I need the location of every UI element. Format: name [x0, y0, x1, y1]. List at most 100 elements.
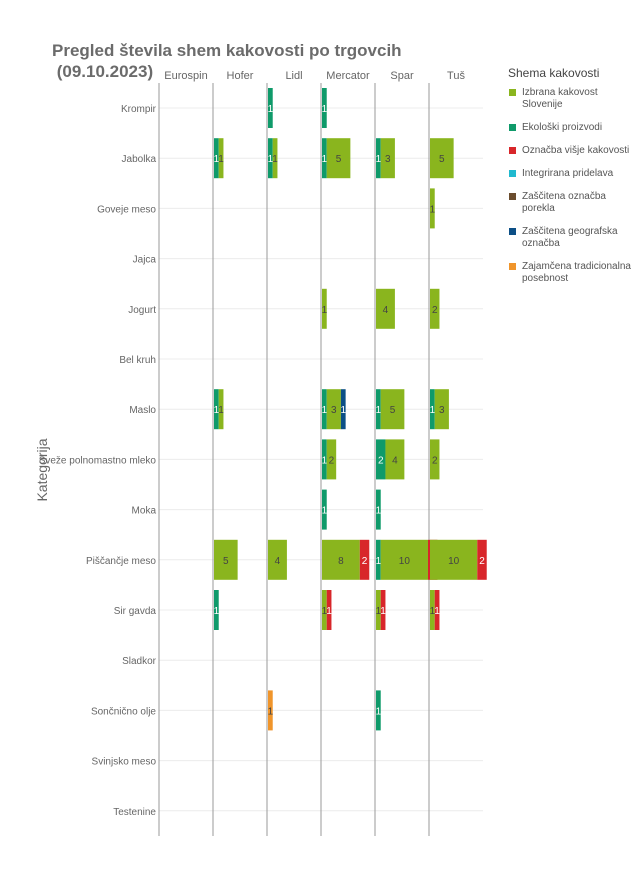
category-tick-label: Krompir: [121, 104, 157, 115]
bar-segment: [214, 539, 238, 580]
bar-value-label: 2: [329, 455, 335, 466]
bar-value-label: 1: [268, 154, 274, 165]
bar-value-label: 1: [322, 455, 328, 466]
bar-value-label: 1: [376, 154, 382, 165]
bar-segment: [376, 590, 381, 630]
bar-segment: [434, 389, 449, 430]
bar-value-label: 1: [322, 606, 328, 617]
bar-segment: [322, 389, 327, 430]
category-tick-label: Sončnično olje: [91, 706, 156, 717]
bar-segment: [326, 138, 351, 179]
bar-segment: [322, 138, 327, 179]
retailer-header: Eurospin: [164, 70, 207, 82]
bar-segment: [322, 539, 360, 580]
legend-title: Shema kakovosti: [508, 66, 600, 80]
retailer-header: Mercator: [326, 70, 370, 82]
legend-label: Označba višje kakovosti: [522, 145, 630, 156]
legend-label: Zajamčena tradicionalna posebnost: [522, 261, 631, 284]
bar-segment: [322, 439, 327, 480]
bar-value-label: 10: [399, 556, 411, 567]
legend-swatch: [509, 89, 516, 96]
bar-value-label: 1: [430, 606, 436, 617]
category-tick-label: Maslo: [129, 405, 156, 416]
bar-segment: [376, 539, 381, 580]
bar-value-label: 4: [275, 556, 281, 567]
bar-segment: [214, 138, 219, 179]
bar-value-label: 1: [326, 606, 332, 617]
bar-value-label: 2: [432, 305, 438, 316]
bar-segment: [430, 288, 440, 329]
bar-value-label: 1: [430, 405, 436, 416]
category-tick-label: Goveje meso: [97, 204, 156, 215]
chart-title: Pregled števila shem kakovosti po trgovc…: [52, 41, 402, 81]
category-tick-label: Jajca: [133, 255, 157, 266]
bar-value-label: 10: [448, 556, 460, 567]
bar-segment: [376, 389, 381, 430]
bar-value-label: 1: [218, 154, 224, 165]
bar-segment: [376, 439, 386, 480]
category-tick-label: Piščančje meso: [86, 556, 156, 567]
bar-segment: [268, 88, 273, 128]
legend-item: Zajamčena tradicionalna posebnost: [508, 261, 638, 285]
bar-value-label: 2: [378, 455, 384, 466]
category-tick-label: Sveže polnomastno mleko: [39, 455, 157, 466]
bar-segment: [430, 439, 440, 480]
bar-value-label: 1: [214, 154, 220, 165]
legend-item: Zaščitena geografska označba: [508, 226, 638, 250]
bar-value-label: 1: [376, 706, 382, 717]
legend-swatch: [509, 263, 516, 270]
bar-segment: [322, 88, 327, 128]
legend-swatch: [509, 147, 516, 154]
legend-item: Izbrana kakovost Slovenije: [508, 87, 638, 111]
legend-swatch: [509, 193, 516, 200]
bar-segment: [214, 389, 219, 430]
bar-segment: [380, 539, 428, 580]
bar-value-label: 1: [434, 606, 440, 617]
bar-value-label: 2: [479, 556, 485, 567]
bar-segment: [430, 188, 435, 229]
legend-item: Integrirana pridelava: [508, 168, 638, 180]
bar-segment: [268, 690, 273, 731]
bar-segment: [380, 389, 405, 430]
legend-label: Ekološki proizvodi: [522, 122, 603, 133]
bar-value-label: 1: [376, 556, 382, 567]
category-tick-label: Svinjsko meso: [92, 757, 157, 768]
bar-segment: [430, 539, 478, 580]
category-tick-label: Sir gavda: [114, 606, 157, 617]
category-tick-label: Jabolka: [122, 154, 157, 165]
retailer-header: Lidl: [285, 70, 302, 82]
bar-value-label: 1: [376, 405, 382, 416]
legend-item: Zaščitena označba porekla: [508, 191, 638, 215]
bar-value-label: 1: [214, 606, 220, 617]
bar-segment: [385, 439, 405, 480]
legend-label: Izbrana kakovost Slovenije: [522, 87, 598, 110]
category-tick-label: Moka: [132, 506, 157, 517]
bar-value-label: 3: [385, 154, 391, 165]
bar-value-label: 1: [218, 405, 224, 416]
retailer-header: Tuš: [447, 70, 465, 82]
bar-value-label: 3: [439, 405, 445, 416]
bar-value-label: 5: [336, 154, 342, 165]
category-tick-label: Bel kruh: [119, 355, 156, 366]
bar-value-label: 5: [390, 405, 396, 416]
category-tick-label: Jogurt: [128, 305, 156, 316]
retailer-header: Spar: [390, 70, 414, 82]
bar-segment: [268, 138, 273, 179]
bar-value-label: 4: [383, 305, 389, 316]
bar-segment: [434, 590, 440, 630]
bar-value-label: 8: [338, 556, 344, 567]
bar-segment: [430, 138, 454, 179]
bar-segment: [218, 138, 224, 179]
bar-segment: [322, 288, 327, 329]
bar-segment: [218, 389, 224, 430]
bar-segment: [268, 539, 287, 580]
bar-value-label: 5: [439, 154, 445, 165]
bar-value-label: 2: [362, 556, 368, 567]
bar-value-label: 1: [214, 405, 220, 416]
bar-value-label: 1: [272, 154, 278, 165]
bar-segment: [380, 138, 395, 179]
bar-segment: [272, 138, 278, 179]
category-tick-label: Sladkor: [122, 656, 157, 667]
bar-segment: [359, 539, 370, 580]
bar-segment: [376, 489, 381, 530]
